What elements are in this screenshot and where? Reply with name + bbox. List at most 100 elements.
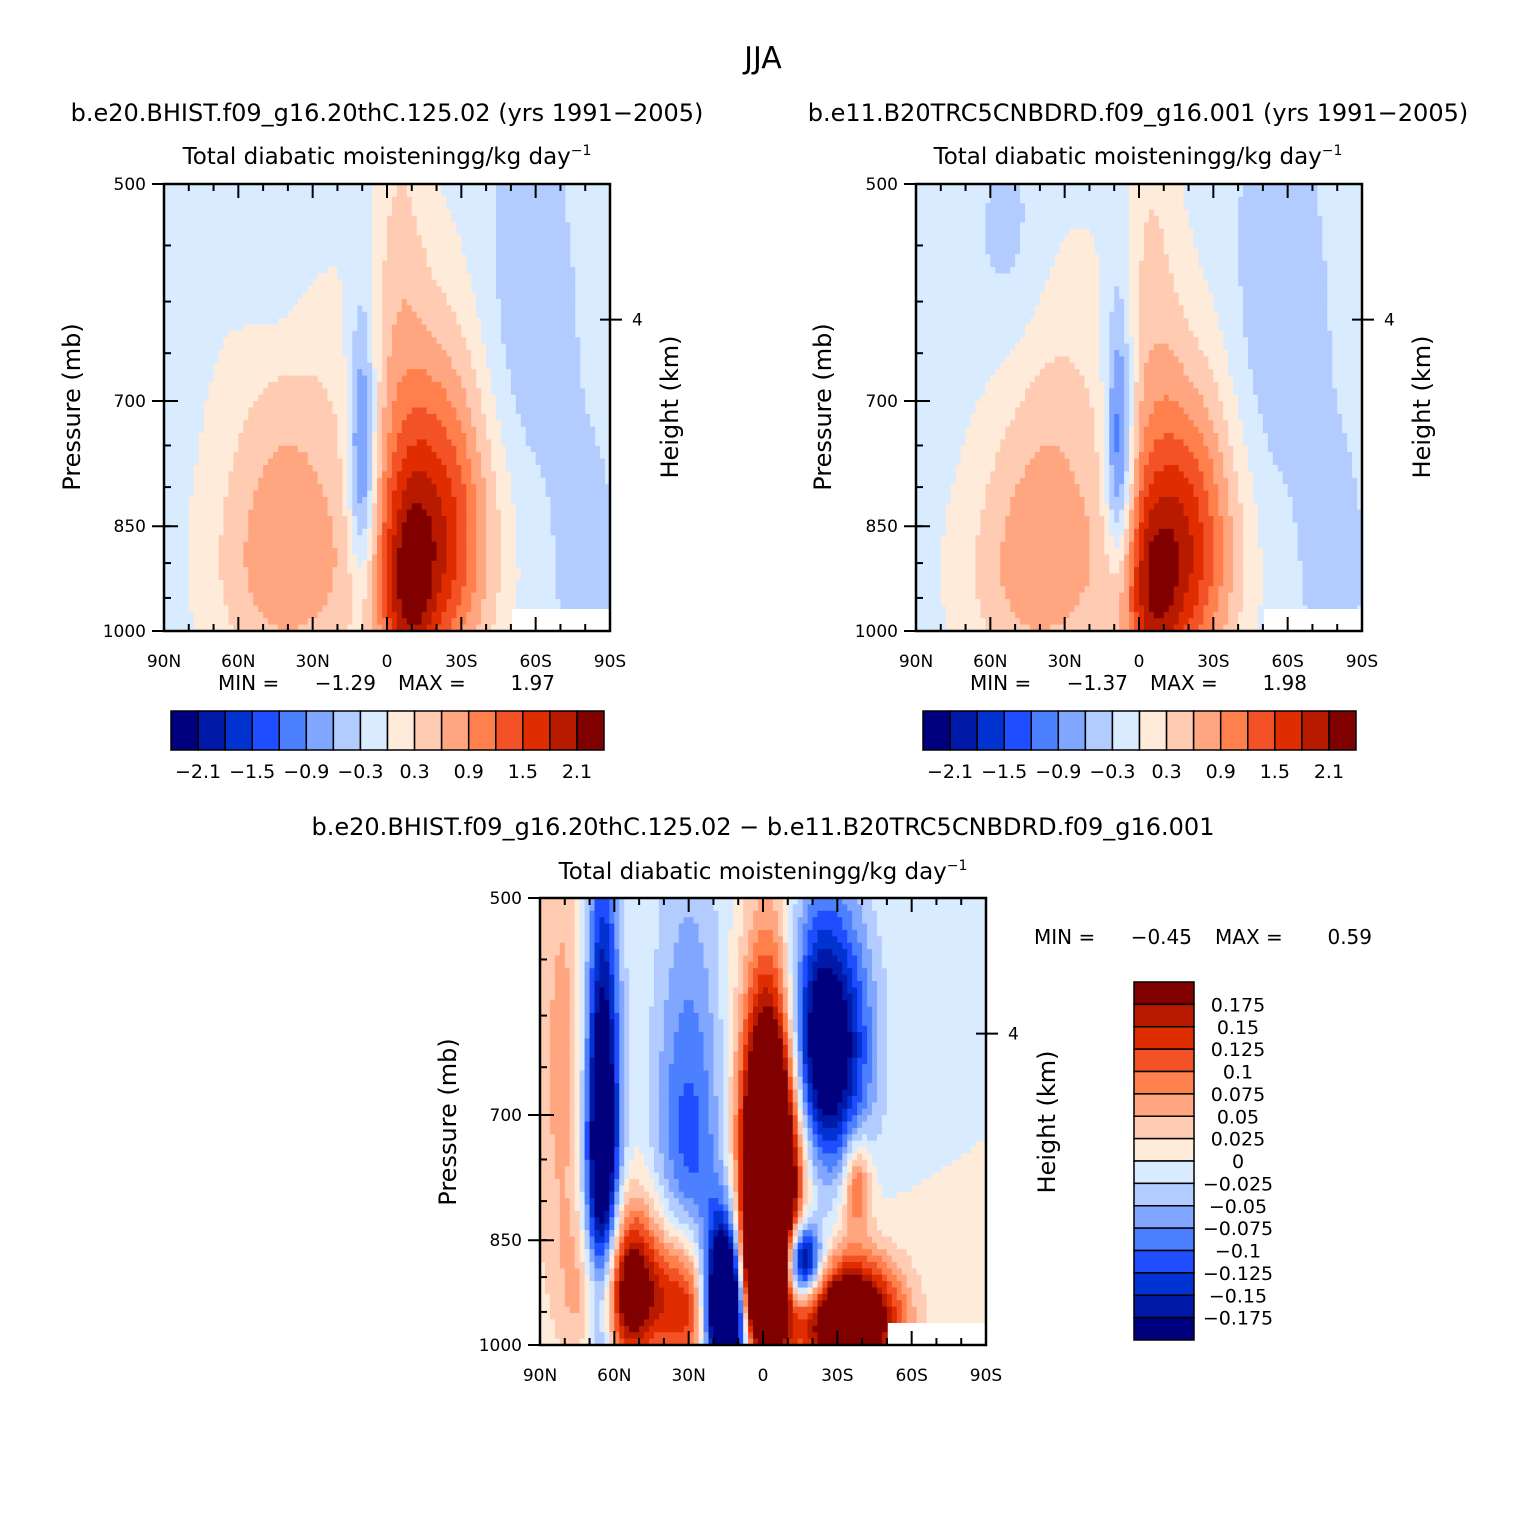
panel-1-cell	[505, 215, 512, 223]
panel-1-cell	[258, 401, 264, 409]
panel-1-cell	[173, 420, 180, 428]
panel-1-cell	[168, 222, 175, 230]
panel-1-cell	[431, 452, 438, 460]
panel-1-cell	[431, 535, 438, 543]
panel-1-cell	[481, 260, 487, 268]
panel-1-cell	[193, 241, 200, 249]
panel-1-cell	[302, 458, 309, 466]
panel-1-cell	[327, 458, 334, 466]
panel-1-cell	[223, 458, 230, 466]
panel-1-cell	[481, 535, 487, 543]
panel-1-cell	[510, 547, 517, 555]
panel-1-cell	[406, 388, 413, 396]
panel-1-cell	[178, 560, 185, 568]
panel-1-cell	[228, 184, 234, 191]
panel-1-cell	[312, 471, 319, 479]
panel-1-cell	[277, 337, 284, 345]
panel-1-cell	[456, 369, 462, 377]
panel-1-cell	[456, 547, 462, 555]
panel-1-cell	[337, 522, 343, 530]
panel-1-cell	[391, 324, 398, 332]
panel-1-cell	[248, 247, 254, 255]
panel-1-cell	[228, 490, 234, 498]
panel-1-cell	[436, 528, 443, 536]
panel-1-cell	[456, 228, 462, 236]
panel-1-cell	[263, 445, 269, 453]
panel-1-cell	[362, 196, 368, 204]
panel-1-cell	[387, 477, 393, 485]
panel-1-cell	[223, 247, 230, 255]
panel-1-cell	[327, 260, 334, 268]
panel-1-cell	[307, 573, 314, 581]
panel-1-cell	[431, 241, 438, 249]
panel-1-cell	[263, 554, 269, 562]
panel-1-cell	[456, 490, 462, 498]
panel-1-cell	[396, 567, 403, 575]
panel-1-cell	[491, 209, 497, 217]
panel-1-cell	[223, 375, 230, 383]
panel-1-cell	[307, 273, 314, 281]
panel-1-cell	[357, 579, 363, 587]
panel-1-cell	[505, 381, 512, 389]
panel-1-cell	[208, 586, 215, 594]
panel-1-cell	[396, 388, 403, 396]
panel-1-cell	[282, 190, 289, 198]
panel-1-cell	[183, 247, 190, 255]
panel-1-cell	[426, 560, 433, 568]
panel-1-cell	[168, 311, 175, 319]
panel-1-cell	[282, 196, 289, 204]
panel-1-cell	[396, 458, 403, 466]
panel-1-cell	[228, 356, 234, 364]
panel-1-cell	[327, 298, 334, 306]
panel-1-cell	[198, 222, 205, 230]
panel-1-cell	[258, 420, 264, 428]
panel-1-cell	[164, 573, 170, 581]
panel-1-cell	[322, 254, 329, 262]
panel-1-cell	[342, 254, 348, 262]
panel-1-cell	[446, 235, 453, 243]
panel-1-cell	[510, 311, 517, 319]
panel-1-cell	[466, 279, 472, 287]
panel-1-cell	[411, 509, 418, 517]
panel-1-cell	[352, 547, 358, 555]
panel-1-cell	[377, 209, 383, 217]
panel-1-cell	[228, 254, 234, 262]
panel-1-cell	[456, 241, 462, 249]
panel-1-cell	[322, 215, 329, 223]
panel-1-cell	[223, 394, 230, 402]
panel-1-cell	[481, 496, 487, 504]
panel-1-cell	[243, 477, 249, 485]
panel-1-cell	[258, 369, 264, 377]
panel-1-cell	[208, 509, 215, 517]
panel-1-cell	[277, 381, 284, 389]
panel-1-cell	[421, 228, 428, 236]
panel-1-cell	[168, 579, 175, 587]
panel-1-cell	[387, 509, 393, 517]
panel-1-cell	[406, 413, 413, 421]
panel-1-cell	[203, 477, 210, 485]
panel-1-cell	[421, 369, 428, 377]
panel-1-cell	[292, 490, 299, 498]
panel-1-cell	[213, 407, 220, 415]
panel-1-cell	[436, 420, 443, 428]
panel-1-cell	[238, 235, 244, 243]
panel-1-cell	[342, 235, 348, 243]
panel-1-cell	[193, 522, 200, 530]
panel-1-cell	[510, 464, 517, 472]
panel-1-cell	[193, 547, 200, 555]
panel-1-cell	[183, 228, 190, 236]
panel-1-cell	[292, 350, 299, 358]
panel-1-cell	[396, 547, 403, 555]
panel-1-cell	[203, 522, 210, 530]
panel-1-cell	[476, 279, 482, 287]
panel-1-cell	[377, 343, 383, 351]
panel-1-cell	[362, 426, 368, 434]
panel-1-cell	[476, 522, 482, 530]
panel-1-cell	[446, 605, 453, 613]
panel-1-cell	[327, 522, 334, 530]
panel-1-cell	[178, 452, 185, 460]
panel-1-cell	[297, 401, 304, 409]
panel-1-cell	[173, 362, 180, 370]
panel-1-cell	[282, 413, 289, 421]
panel-1-cell	[327, 292, 334, 300]
